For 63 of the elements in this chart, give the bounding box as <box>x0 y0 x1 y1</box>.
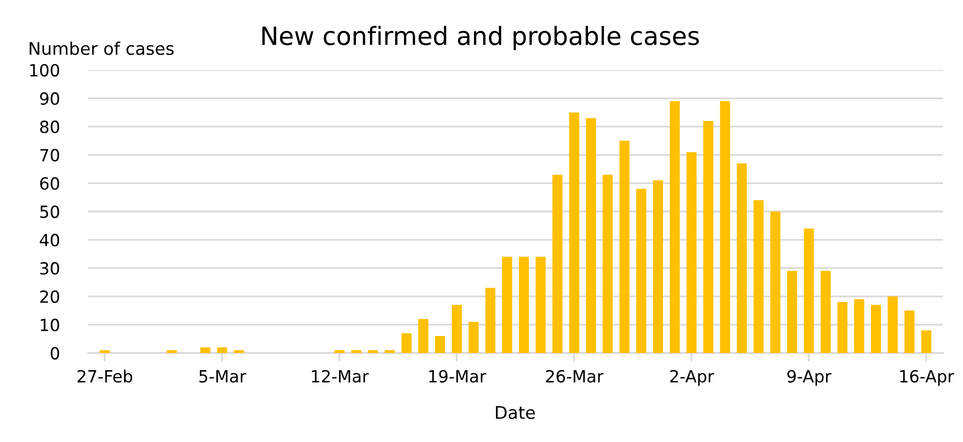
x-tick-label: 9-Apr <box>787 370 832 386</box>
bar <box>888 296 898 353</box>
bar <box>468 322 479 353</box>
bar <box>452 304 462 353</box>
y-tick-label: 100 <box>30 64 60 77</box>
bar <box>787 270 798 353</box>
x-axis-title: Date <box>496 406 535 420</box>
x-tick-label: 5-Mar <box>199 370 246 383</box>
bar <box>602 174 613 353</box>
bar <box>234 350 244 353</box>
bar <box>485 288 496 353</box>
y-tick-label: 20 <box>40 290 60 303</box>
bar <box>100 350 110 353</box>
bar <box>569 112 580 353</box>
bar <box>904 310 914 353</box>
x-tick-label: 2-Apr <box>670 370 714 386</box>
bar <box>418 319 428 353</box>
y-tick-label: 50 <box>40 205 60 218</box>
x-tick-label: 16-Apr <box>900 370 954 386</box>
y-tick-label: 60 <box>40 177 60 190</box>
bar <box>586 118 596 353</box>
chart-title: New confirmed and probable cases <box>262 26 699 50</box>
bar <box>854 299 864 353</box>
bar <box>536 256 546 353</box>
bar <box>703 120 714 353</box>
bar <box>652 180 664 353</box>
bar <box>368 350 378 353</box>
bar <box>552 174 562 353</box>
y-tick-label: 0 <box>50 346 60 360</box>
bar <box>334 350 344 353</box>
x-tick-label: 19-Mar <box>429 370 486 383</box>
bar <box>870 304 881 353</box>
bar <box>736 163 747 353</box>
y-axis-title: Number of cases <box>30 42 174 56</box>
bar <box>921 330 932 353</box>
bar <box>636 188 646 353</box>
y-tick-label: 80 <box>40 120 60 134</box>
x-tick-label: 26-Mar <box>546 370 604 383</box>
bar <box>502 256 512 353</box>
y-tick-label: 70 <box>40 148 60 162</box>
bar <box>217 347 228 353</box>
bar <box>686 152 697 353</box>
bar <box>402 333 412 353</box>
bar <box>804 228 814 353</box>
bar <box>384 350 395 353</box>
bar <box>670 101 680 353</box>
bar <box>619 140 630 353</box>
x-tick-label: 27-Feb <box>78 370 132 383</box>
y-tick-label: 30 <box>40 262 60 275</box>
bar <box>518 256 529 353</box>
bar <box>351 350 362 353</box>
bar <box>200 347 210 353</box>
bar <box>770 212 780 353</box>
bar <box>720 101 730 353</box>
bar <box>820 270 831 353</box>
bar <box>837 302 848 353</box>
bar <box>166 350 177 353</box>
x-tick-label: 12-Mar <box>312 370 369 383</box>
y-tick-label: 10 <box>40 318 60 332</box>
y-tick-label: 40 <box>40 234 60 246</box>
bar <box>754 200 764 353</box>
y-tick-label: 90 <box>40 92 60 105</box>
bar <box>435 336 446 353</box>
